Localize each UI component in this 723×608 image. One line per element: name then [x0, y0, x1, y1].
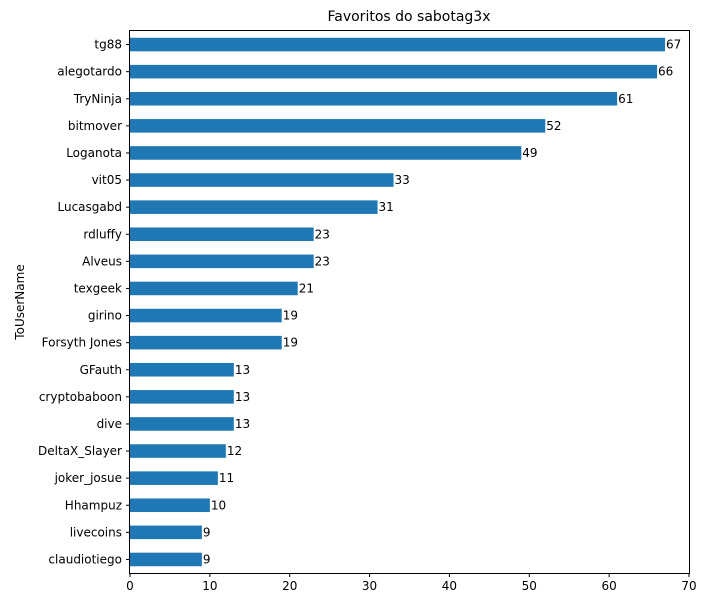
value-label: 66 [658, 65, 673, 79]
value-label: 31 [379, 200, 394, 214]
bar [130, 200, 378, 214]
bar [130, 525, 202, 540]
bar [130, 390, 234, 404]
bar [130, 146, 522, 160]
chart-title: Favoritos do sabotag3x [327, 9, 490, 25]
bar [130, 417, 234, 431]
bar [130, 498, 210, 513]
bar [130, 281, 298, 296]
value-label: 23 [315, 254, 330, 268]
category-label: texgeek [74, 281, 122, 295]
category-label: Forsyth Jones [42, 336, 122, 350]
category-label: dive [97, 417, 122, 431]
x-tick-label: 0 [126, 579, 134, 593]
bar [130, 471, 218, 485]
bar [130, 335, 282, 350]
value-label: 11 [219, 471, 234, 485]
bar [130, 444, 226, 458]
bar [130, 227, 314, 242]
value-label: 61 [618, 92, 633, 106]
category-label: alegotardo [57, 65, 122, 79]
x-tick-label: 60 [602, 579, 617, 593]
x-tick-label: 40 [442, 579, 457, 593]
category-label: TryNinja [73, 92, 122, 106]
x-tick-label: 30 [362, 579, 377, 593]
bars-group [130, 37, 666, 567]
value-label: 52 [546, 119, 561, 133]
x-tick-label: 20 [282, 579, 297, 593]
category-label: Lucasgabd [58, 200, 123, 214]
category-label: Alveus [82, 254, 122, 268]
category-label: joker_josue [54, 471, 122, 485]
value-label: 19 [283, 309, 298, 323]
value-label: 13 [235, 417, 250, 431]
bar [130, 119, 546, 133]
x-tick-label: 10 [202, 579, 217, 593]
value-label: 9 [203, 525, 211, 539]
bar [130, 254, 314, 269]
bar [130, 552, 202, 567]
category-label: claudiotiego [48, 552, 122, 566]
bar [130, 173, 394, 187]
value-label: 9 [203, 552, 211, 566]
value-label: 10 [211, 498, 226, 512]
x-axis-ticks: 0 10 20 30 40 50 60 70 [126, 573, 697, 593]
category-labels: tg88 alegotardo TryNinja bitmover Loganota vi… [38, 38, 130, 566]
category-label: girino [88, 309, 122, 323]
category-label: Hhampuz [65, 498, 122, 512]
value-label: 49 [522, 146, 537, 160]
category-label: cryptobaboon [39, 390, 122, 404]
value-label: 67 [666, 38, 681, 52]
category-label: Loganota [66, 146, 122, 160]
value-label: 19 [283, 336, 298, 350]
bar [130, 64, 658, 79]
category-label: livecoins [70, 525, 122, 539]
value-label: 13 [235, 363, 250, 377]
category-label: vit05 [92, 173, 122, 187]
bar [130, 91, 618, 106]
category-label: bitmover [68, 119, 122, 133]
category-label: DeltaX_Slayer [38, 444, 122, 458]
category-label: rdluffy [83, 227, 122, 241]
plot-frame [129, 30, 690, 574]
value-label: 23 [315, 227, 330, 241]
category-label: tg88 [94, 38, 122, 52]
category-label: GFauth [80, 363, 122, 377]
bar [130, 308, 282, 323]
value-label: 21 [299, 281, 314, 295]
value-label: 13 [235, 390, 250, 404]
bar [130, 37, 666, 52]
y-axis-label: ToUserName [13, 264, 27, 340]
value-label: 12 [227, 444, 242, 458]
bar [130, 362, 234, 377]
x-tick-label: 70 [681, 579, 696, 593]
value-label: 33 [395, 173, 410, 187]
x-tick-label: 50 [522, 579, 537, 593]
